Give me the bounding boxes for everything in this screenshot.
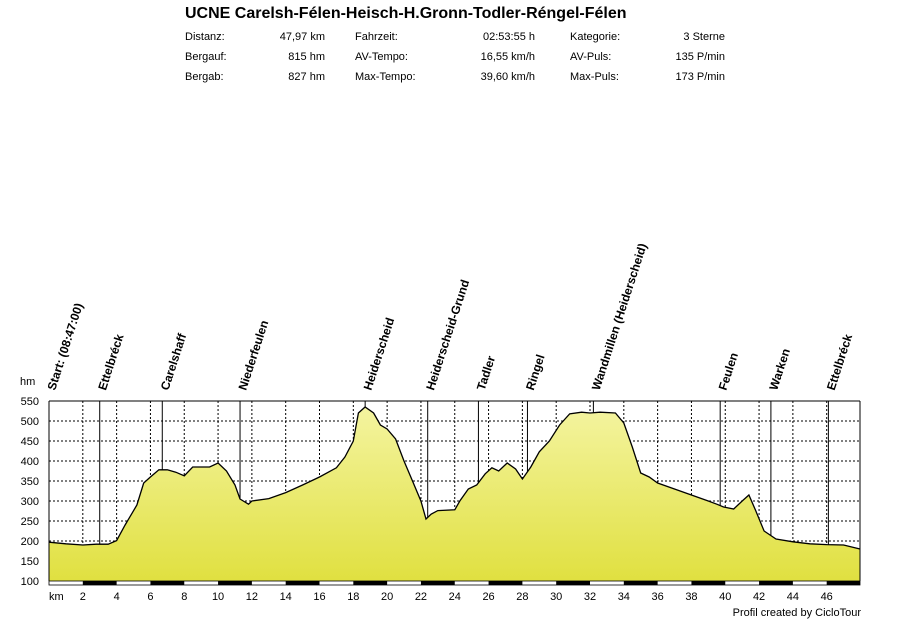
- y-tick-labels: 100 150 200 250 300 350 400 450 500 550: [21, 396, 39, 588]
- x-tick-label: 34: [618, 591, 630, 603]
- km-scale-segment: [82, 581, 117, 585]
- x-tick-label: 26: [482, 591, 494, 603]
- x-tick-label: 46: [821, 591, 833, 603]
- stat-label-ride-time: Fahrzeit:: [355, 31, 398, 43]
- x-tick-label: 16: [313, 591, 325, 603]
- waypoint-label: Ringel: [523, 353, 548, 392]
- y-tick-label: 400: [21, 456, 39, 468]
- waypoint-label: Ettelbréck: [824, 332, 855, 392]
- y-tick-label: 350: [21, 476, 39, 488]
- x-tick-label: 8: [181, 591, 187, 603]
- waypoint-label: Carelshaff: [158, 331, 190, 392]
- x-tick-label: 4: [114, 591, 120, 603]
- x-tick-label: 32: [584, 591, 596, 603]
- stat-label-ascent: Bergauf:: [185, 51, 227, 63]
- x-tick-label: 20: [381, 591, 393, 603]
- axes: [48, 400, 861, 586]
- waypoint-label: Heiderscheid: [361, 316, 398, 392]
- waypoint-labels: Start: (08:47:00) Ettelbréck Carelshaff Nie…: [45, 242, 856, 392]
- waypoint-label: Warken: [766, 347, 793, 392]
- km-scale-segment: [556, 581, 591, 585]
- km-scale-segment: [285, 581, 320, 585]
- x-tick-label: 30: [550, 591, 562, 603]
- x-tick-labels: 2 4 6 8 10 12 14 16 18 20 22 24 26 28 30 32 34 36 38 40 42 44…: [80, 591, 833, 603]
- x-tick-label: 2: [80, 591, 86, 603]
- waypoint-label: Start: (08:47:00): [45, 301, 86, 392]
- stat-label-avg-speed: AV-Tempo:: [355, 51, 408, 63]
- stat-value-max-speed: 39,60 km/h: [480, 71, 535, 83]
- y-tick-label: 150: [21, 556, 39, 568]
- y-tick-label: 200: [21, 536, 39, 548]
- elevation-line: [48, 406, 861, 550]
- waypoint-label: Niederfeulen: [236, 318, 272, 391]
- x-tick-label: 6: [147, 591, 153, 603]
- x-tick-label: 22: [415, 591, 427, 603]
- y-tick-label: 500: [21, 416, 39, 428]
- stat-value-avg-pulse: 135 P/min: [675, 51, 725, 63]
- km-scale-segment: [691, 581, 726, 585]
- km-scale-segment: [488, 581, 523, 585]
- waypoint-markers: [99, 401, 829, 545]
- stat-label-avg-pulse: AV-Puls:: [570, 51, 612, 63]
- stat-value-distance: 47,97 km: [279, 31, 325, 43]
- y-tick-label: 450: [21, 436, 39, 448]
- footer-credit: Profil created by CicloTour: [732, 607, 861, 619]
- x-tick-label: 38: [685, 591, 697, 603]
- waypoint-label: Feulen: [716, 351, 741, 392]
- stat-value-max-pulse: 173 P/min: [675, 71, 725, 83]
- stat-value-avg-speed: 16,55 km/h: [480, 51, 535, 63]
- elevation-area: [49, 407, 860, 581]
- stat-label-category: Kategorie:: [570, 31, 621, 43]
- x-tick-label: 14: [280, 591, 292, 603]
- page-title: UCNE Carelsh-Félen-Heisch-H.Gronn-Todler…: [185, 5, 627, 22]
- stat-value-category: 3 Sterne: [683, 31, 725, 43]
- y-axis-label: hm: [20, 376, 35, 388]
- y-tick-label: 300: [21, 496, 39, 508]
- stat-label-descent: Bergab:: [185, 71, 224, 83]
- y-tick-label: 550: [21, 396, 39, 408]
- stat-value-ride-time: 02:53:55 h: [483, 31, 535, 43]
- km-scale-segment: [218, 581, 252, 585]
- stat-value-descent: 827 hm: [288, 71, 325, 83]
- y-tick-label: 250: [21, 516, 39, 528]
- waypoint-label: Tadler: [474, 354, 498, 392]
- waypoint-label: Ettelbréck: [95, 332, 126, 392]
- x-tick-label: 44: [787, 591, 799, 603]
- stat-label-max-speed: Max-Tempo:: [355, 71, 416, 83]
- x-axis-label: km: [49, 591, 64, 603]
- y-tick-label: 100: [21, 576, 39, 588]
- x-tick-label: 40: [719, 591, 731, 603]
- waypoint-label: Heiderscheid-Grund: [423, 278, 472, 392]
- km-scale-segment: [150, 581, 185, 585]
- stat-label-distance: Distanz:: [185, 31, 225, 43]
- stat-label-max-pulse: Max-Puls:: [570, 71, 619, 83]
- km-scale-segment: [420, 581, 455, 585]
- x-tick-label: 36: [652, 591, 664, 603]
- x-tick-label: 18: [347, 591, 359, 603]
- km-scale-segment: [759, 581, 793, 585]
- waypoint-label: Wandmillen (Heiderscheid): [589, 242, 650, 392]
- x-tick-label: 28: [516, 591, 528, 603]
- stat-value-ascent: 815 hm: [288, 51, 325, 63]
- km-scale-segment: [353, 581, 388, 585]
- x-tick-label: 12: [246, 591, 258, 603]
- x-tick-label: 24: [449, 591, 461, 603]
- km-scale-segment: [623, 581, 658, 585]
- x-tick-label: 42: [753, 591, 765, 603]
- x-tick-label: 10: [212, 591, 224, 603]
- km-scale-segment: [826, 581, 860, 585]
